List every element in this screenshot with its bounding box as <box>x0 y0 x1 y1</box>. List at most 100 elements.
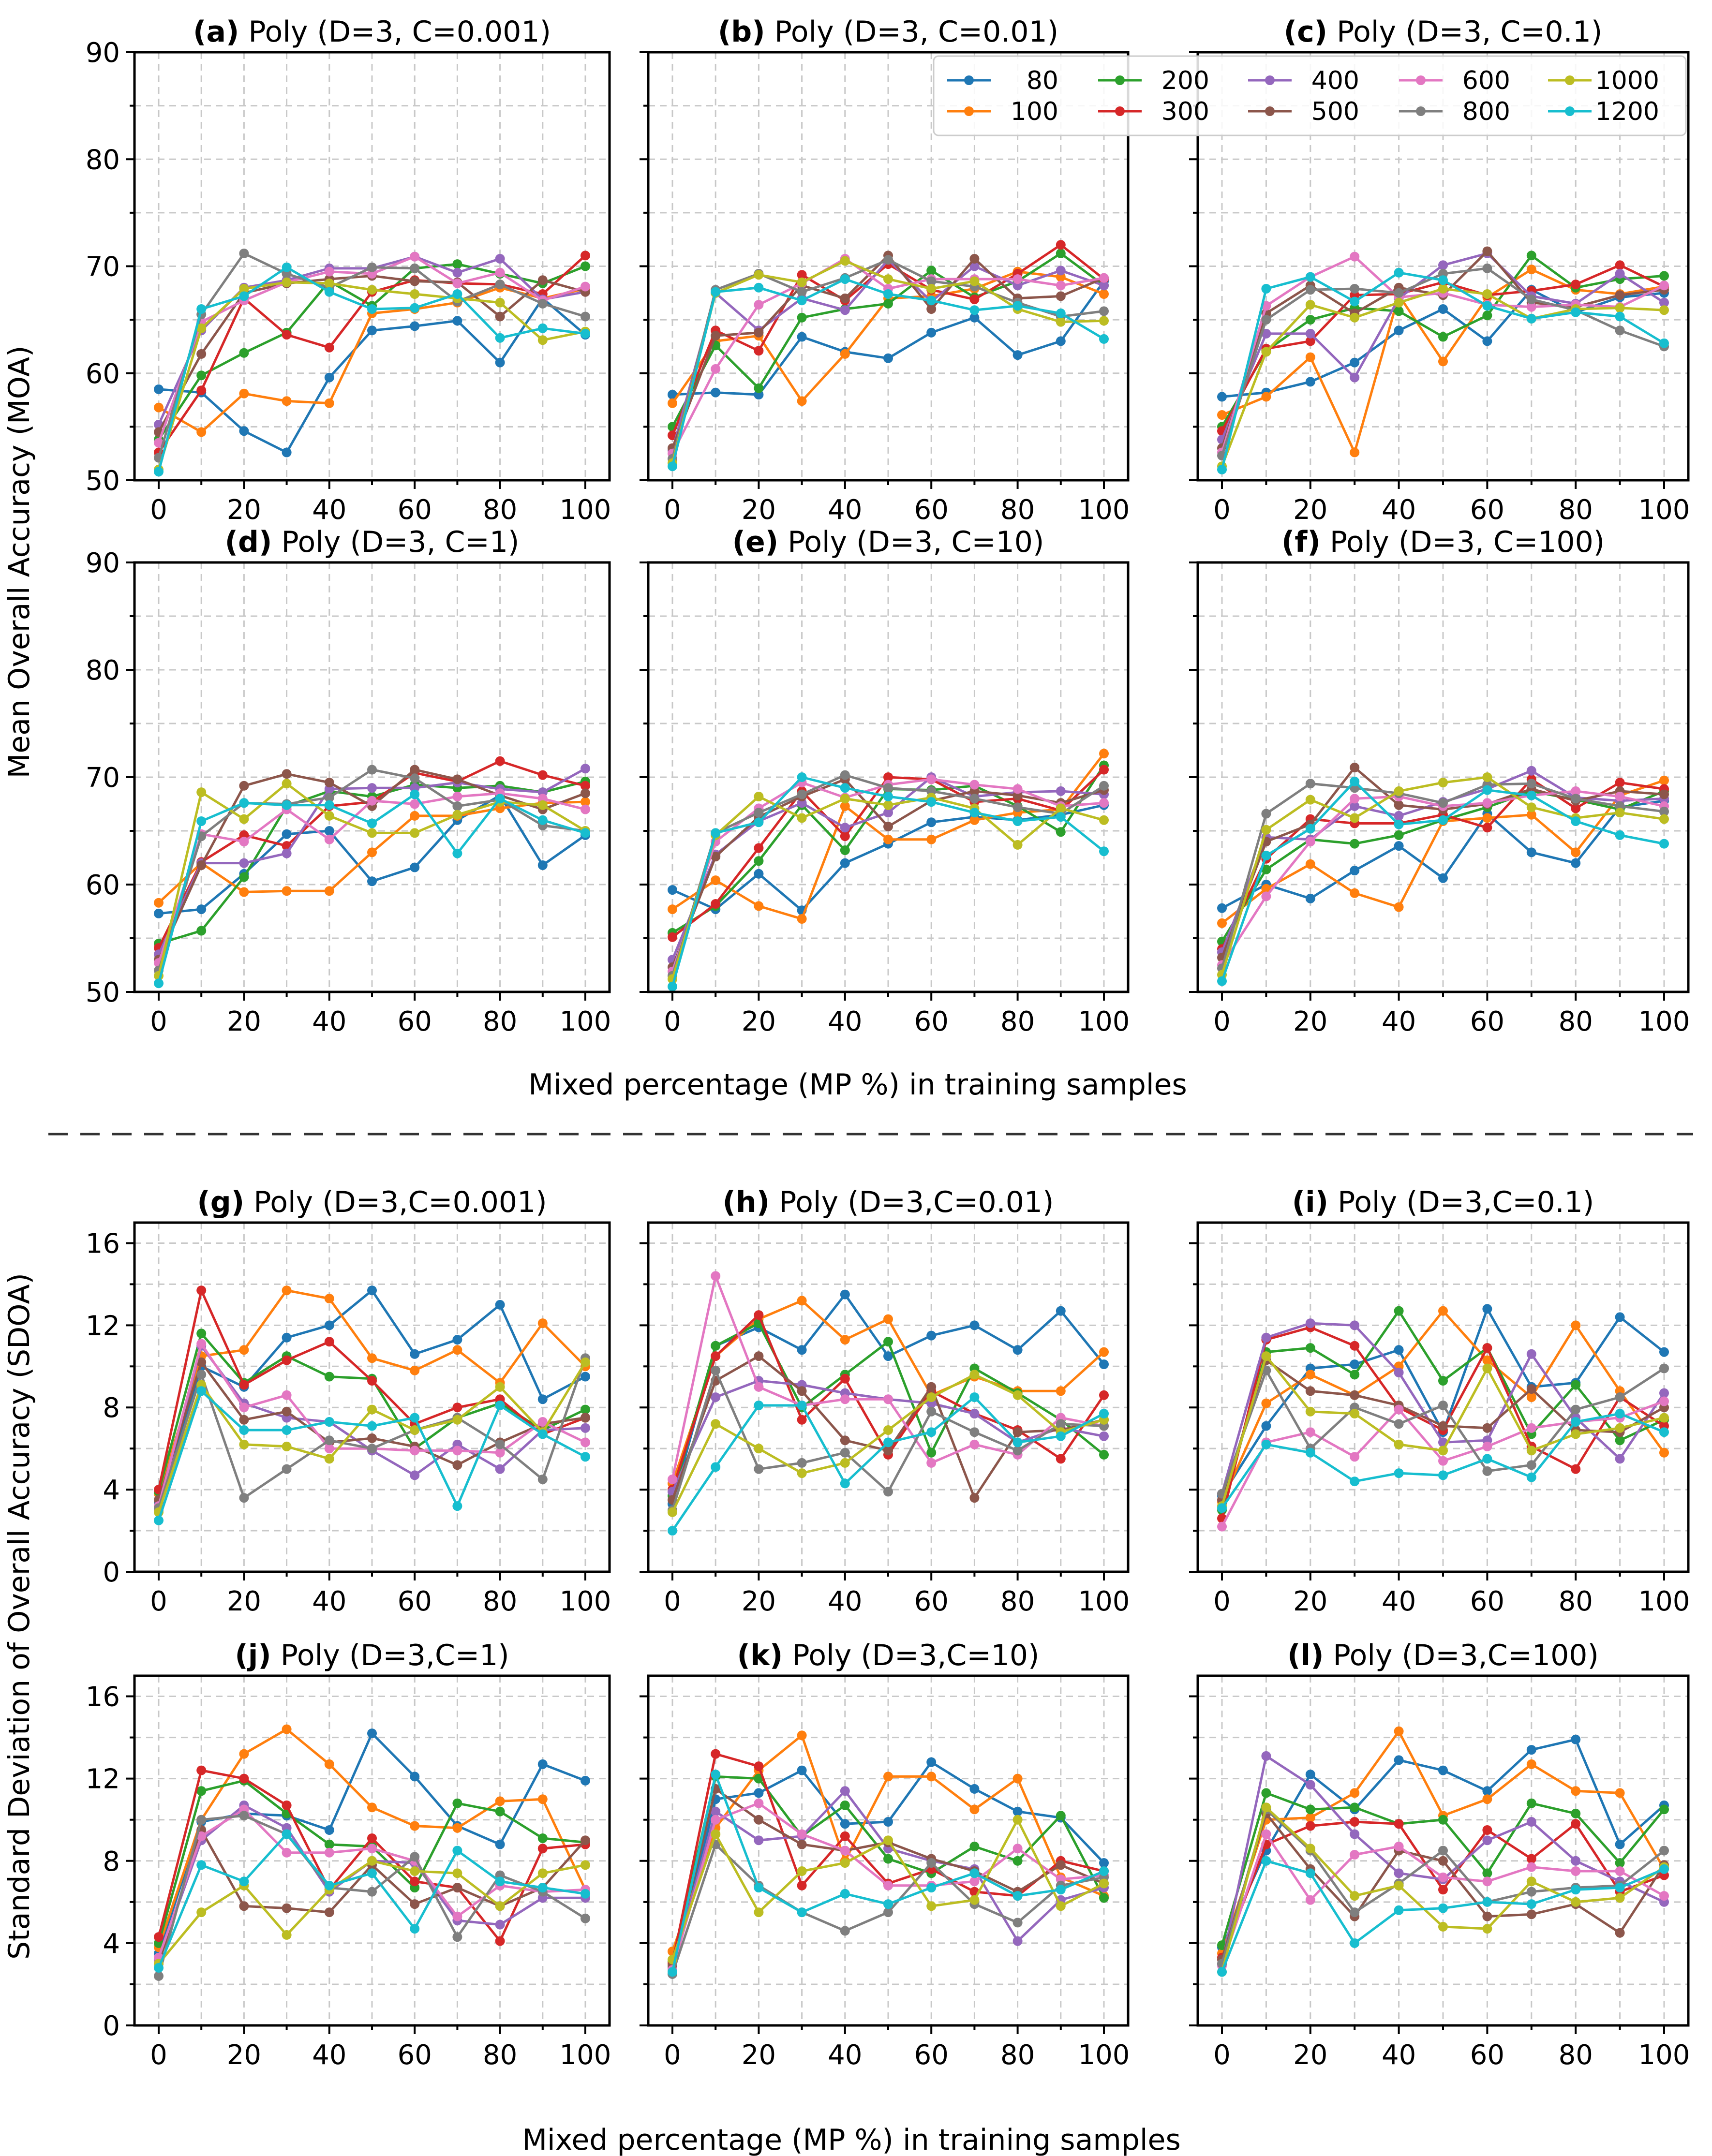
data-point <box>840 1926 850 1936</box>
x-tick-label: 100 <box>1078 2039 1130 2071</box>
data-point <box>840 1447 850 1458</box>
data-point <box>1571 1866 1581 1876</box>
bottom-y-axis-label: Standard Deviation of Overall Accuracy (… <box>2 1273 36 1960</box>
data-point <box>196 1907 207 1918</box>
data-point <box>797 396 807 406</box>
data-point <box>495 1300 505 1310</box>
data-point <box>1350 1907 1360 1918</box>
x-tick-label: 40 <box>1382 494 1416 526</box>
data-point <box>926 797 937 807</box>
data-point <box>883 1854 893 1864</box>
data-point <box>196 860 207 870</box>
data-point <box>1217 1521 1227 1532</box>
data-point <box>1056 281 1066 291</box>
data-point <box>1350 1477 1360 1487</box>
panel-title-text: Poly (D=3,C=0.001) <box>244 1185 547 1219</box>
x-tick-label: 100 <box>1078 1006 1130 1037</box>
data-point <box>969 794 980 804</box>
data-point <box>282 1930 292 1940</box>
data-point <box>324 800 334 810</box>
data-point <box>1056 308 1066 318</box>
data-point <box>1571 794 1581 804</box>
data-point <box>239 1493 249 1503</box>
legend-label: 400 <box>1311 66 1359 95</box>
data-point <box>324 278 334 288</box>
data-point <box>1615 830 1625 840</box>
data-point <box>797 813 807 823</box>
x-tick-label: 100 <box>1078 494 1130 526</box>
data-point <box>410 263 420 273</box>
data-point <box>324 398 334 408</box>
data-point <box>1482 823 1492 833</box>
data-point <box>840 1800 850 1810</box>
data-point <box>926 327 937 338</box>
data-point <box>1350 1817 1360 1827</box>
data-point <box>1056 1419 1066 1429</box>
data-point <box>1571 1429 1581 1439</box>
data-point <box>711 1815 721 1825</box>
data-point <box>1438 275 1448 285</box>
y-tick-label: 0 <box>103 1557 120 1588</box>
data-point <box>1099 1409 1109 1418</box>
data-point <box>969 1439 980 1449</box>
panel-letter: (f) <box>1281 525 1321 559</box>
x-tick-label: 40 <box>312 2039 346 2071</box>
data-point <box>410 789 420 799</box>
data-point <box>239 388 249 399</box>
x-tick-label: 40 <box>1382 1586 1416 1617</box>
legend-marker <box>1565 106 1575 116</box>
data-point <box>1659 1388 1669 1398</box>
data-point <box>367 1285 377 1296</box>
legend-label: 1000 <box>1595 66 1659 95</box>
x-tick-label: 60 <box>1470 1006 1504 1037</box>
data-point <box>668 981 677 991</box>
data-point <box>754 843 764 853</box>
data-point <box>711 1271 721 1281</box>
series-h-1000 <box>668 1370 1109 1517</box>
panel-title: (a) Poly (D=3, C=0.001) <box>193 15 551 49</box>
data-point <box>1394 841 1404 851</box>
data-point <box>1438 1815 1448 1825</box>
data-point <box>711 875 721 886</box>
data-point <box>537 815 548 825</box>
data-point <box>1305 377 1315 387</box>
panel-title: (d) Poly (D=3, C=1) <box>225 525 520 559</box>
data-point <box>840 1819 850 1829</box>
legend-entry-800: 800 <box>1399 97 1510 126</box>
data-point <box>754 1351 764 1361</box>
data-point <box>1099 281 1109 291</box>
x-tick-label: 60 <box>914 1586 949 1617</box>
data-point <box>1394 1404 1404 1415</box>
data-point <box>581 1775 590 1786</box>
data-point <box>537 1844 548 1854</box>
data-point <box>154 402 164 413</box>
data-point <box>1659 1363 1669 1373</box>
data-point <box>495 1447 505 1458</box>
data-point <box>668 904 677 915</box>
data-point <box>1438 873 1448 883</box>
data-point <box>1526 1460 1536 1470</box>
data-point <box>711 1462 721 1472</box>
data-point <box>840 349 850 359</box>
data-point <box>1659 1447 1669 1458</box>
data-point <box>1438 1456 1448 1466</box>
data-point <box>410 765 420 775</box>
legend-marker <box>1115 106 1125 116</box>
data-point <box>581 1372 590 1382</box>
data-point <box>410 1924 420 1934</box>
data-point <box>1438 1885 1448 1895</box>
data-point <box>1099 316 1109 326</box>
data-point <box>1526 810 1536 820</box>
data-point <box>410 1425 420 1435</box>
data-point <box>1526 1854 1536 1864</box>
x-tick-label: 20 <box>227 1586 261 1617</box>
data-point <box>883 1880 893 1890</box>
data-point <box>883 1351 893 1361</box>
data-point <box>1438 1446 1448 1456</box>
data-point <box>1526 1887 1536 1897</box>
data-point <box>1261 809 1271 819</box>
series-l-1000 <box>1217 1802 1669 1977</box>
data-point <box>367 1844 377 1854</box>
data-point <box>410 251 420 262</box>
